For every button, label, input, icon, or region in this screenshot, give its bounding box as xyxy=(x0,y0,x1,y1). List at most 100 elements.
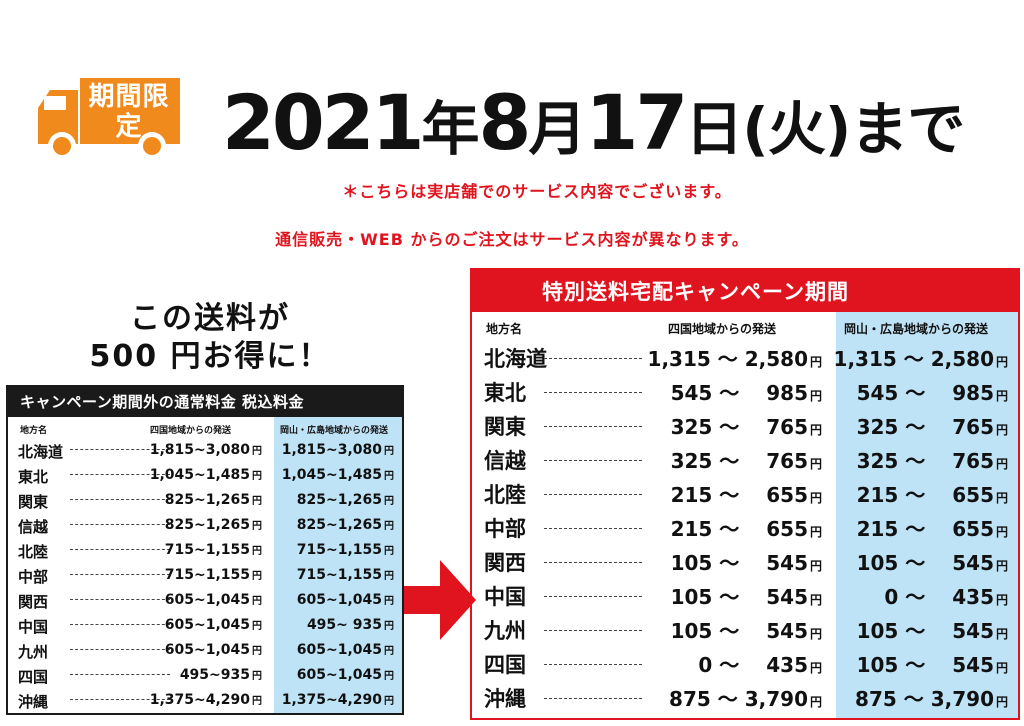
okayama-fee: 215 ～ 655 円 xyxy=(857,513,1008,542)
okayama-fee-value: 1,815~3,080 xyxy=(281,442,382,458)
limited-period-badge: 期間限定 xyxy=(88,82,170,142)
leader-dots xyxy=(70,649,170,650)
yen-unit: 円 xyxy=(252,496,262,507)
region-name: 関東 xyxy=(484,415,526,439)
table-row: 関東 825~1,265 円 825~1,265 円 xyxy=(8,487,404,512)
table-row: 九州 105 ～ 545 円 105 ～ 545 円 xyxy=(472,612,1018,646)
leader-dots xyxy=(70,699,170,700)
shikoku-fee: 605~1,045 円 xyxy=(165,617,262,633)
shikoku-fee-value: 325 ～ 765 xyxy=(670,415,808,439)
yen-unit: 円 xyxy=(995,423,1008,437)
region-name: 中国 xyxy=(484,585,526,609)
okayama-fee: 215 ～ 655 円 xyxy=(857,479,1008,508)
yen-unit: 円 xyxy=(384,696,394,707)
yen-unit: 円 xyxy=(252,571,262,582)
yen-unit: 円 xyxy=(995,491,1008,505)
region-name: 中部 xyxy=(484,517,526,541)
region-name: 東北 xyxy=(484,381,526,405)
okayama-fee: 105 ～ 545 円 xyxy=(857,649,1008,678)
region-name: 北陸 xyxy=(18,543,49,561)
yen-unit: 円 xyxy=(995,695,1008,709)
table-row: 北海道 1,315 ～ 2,580 円 1,315 ～ 2,580 円 xyxy=(472,340,1018,374)
okayama-fee: 105 ～ 545 円 xyxy=(857,615,1008,644)
yen-unit: 円 xyxy=(809,389,822,403)
shikoku-fee-value: 0 ～ 435 xyxy=(698,653,808,677)
yen-unit: 円 xyxy=(809,661,822,675)
leader-dots xyxy=(70,674,170,675)
yen-unit: 円 xyxy=(384,546,394,557)
yen-unit: 円 xyxy=(995,661,1008,675)
shikoku-fee-value: 875 ～ 3,790 xyxy=(669,687,808,711)
shikoku-fee: 105 ～ 545 円 xyxy=(671,581,822,610)
shikoku-fee: 1,375~4,290 円 xyxy=(150,692,262,708)
okayama-fee-value: 325 ～ 765 xyxy=(856,415,994,439)
region-name: 北海道 xyxy=(18,443,64,461)
region-name: 関東 xyxy=(18,493,49,511)
okayama-fee-value: 825~1,265 xyxy=(296,517,382,533)
date-month-unit: 月 xyxy=(528,95,586,163)
shikoku-fee: 325 ～ 765 円 xyxy=(671,445,822,474)
table-row: 中国 105 ～ 545 円 0 ～ 435 円 xyxy=(472,578,1018,612)
okayama-fee: 1,045~1,485 円 xyxy=(282,467,394,483)
region-name: 信越 xyxy=(18,518,49,536)
yen-unit: 円 xyxy=(384,571,394,582)
yen-unit: 円 xyxy=(252,696,262,707)
region-name: 東北 xyxy=(18,468,49,486)
okayama-fee: 715~1,155 円 xyxy=(297,542,394,558)
okayama-fee: 325 ～ 765 円 xyxy=(857,411,1008,440)
yen-unit: 円 xyxy=(252,646,262,657)
yen-unit: 円 xyxy=(995,355,1008,369)
yen-unit: 円 xyxy=(384,646,394,657)
okayama-fee: 325 ～ 765 円 xyxy=(857,445,1008,474)
shikoku-fee-value: 495~935 xyxy=(179,667,250,683)
okayama-fee: 605~1,045 円 xyxy=(297,592,394,608)
yen-unit: 円 xyxy=(252,596,262,607)
yen-unit: 円 xyxy=(384,596,394,607)
okayama-fee: 715~1,155 円 xyxy=(297,567,394,583)
leader-dots xyxy=(544,596,642,597)
table-row: 北陸 215 ～ 655 円 215 ～ 655 円 xyxy=(472,476,1018,510)
region-name: 関西 xyxy=(484,551,526,575)
okayama-fee-value: 0 ～ 435 xyxy=(884,585,994,609)
table-row: 東北 1,045~1,485 円 1,045~1,485 円 xyxy=(8,462,404,487)
leader-dots xyxy=(544,358,642,359)
shikoku-fee: 105 ～ 545 円 xyxy=(671,615,822,644)
leader-dots xyxy=(70,624,170,625)
shikoku-fee: 605~1,045 円 xyxy=(165,642,262,658)
shikoku-fee-value: 215 ～ 655 xyxy=(670,517,808,541)
leader-dots xyxy=(544,562,642,563)
shikoku-fee: 495~935 円 xyxy=(180,667,262,683)
okayama-fee: 1,375~4,290 円 xyxy=(282,692,394,708)
region-name: 四国 xyxy=(18,668,49,686)
yen-unit: 円 xyxy=(809,695,822,709)
okayama-fee-value: 105 ～ 545 xyxy=(856,653,994,677)
region-name: 沖縄 xyxy=(18,693,49,711)
shikoku-fee: 0 ～ 435 円 xyxy=(698,649,822,678)
shikoku-fee-value: 605~1,045 xyxy=(164,617,250,633)
table-row: 関東 325 ～ 765 円 325 ～ 765 円 xyxy=(472,408,1018,442)
yen-unit: 円 xyxy=(252,446,262,457)
yen-unit: 円 xyxy=(252,546,262,557)
leader-dots xyxy=(70,449,170,450)
table-row: 信越 325 ～ 765 円 325 ～ 765 円 xyxy=(472,442,1018,476)
region-name: 九州 xyxy=(18,643,49,661)
okayama-fee: 605~1,045 円 xyxy=(297,642,394,658)
region-name: 中国 xyxy=(18,618,49,636)
leader-dots xyxy=(70,474,170,475)
leader-dots xyxy=(70,524,170,525)
yen-unit: 円 xyxy=(809,525,822,539)
online-differs-notice: 通信販売・WEB からのご注文はサービス内容が異なります。 xyxy=(275,230,749,249)
col-header-okayama: 岡山・広島地域からの発送 xyxy=(844,322,989,336)
yen-unit: 円 xyxy=(809,457,822,471)
leader-dots xyxy=(544,392,642,393)
store-only-notice: ＊こちらは実店舗でのサービス内容でございます。 xyxy=(342,182,732,201)
date-day: 17 xyxy=(585,78,688,167)
shikoku-fee: 325 ～ 765 円 xyxy=(671,411,822,440)
okayama-fee: 605~1,045 円 xyxy=(297,667,394,683)
okayama-fee-value: 875 ～ 3,790 xyxy=(855,687,994,711)
date-day-unit: 日 xyxy=(685,95,743,163)
yen-unit: 円 xyxy=(252,621,262,632)
shikoku-fee: 215 ～ 655 円 xyxy=(671,479,822,508)
table-row: 北海道 1,815~3,080 円 1,815~3,080 円 xyxy=(8,437,404,462)
okayama-fee-value: 105 ～ 545 xyxy=(856,619,994,643)
